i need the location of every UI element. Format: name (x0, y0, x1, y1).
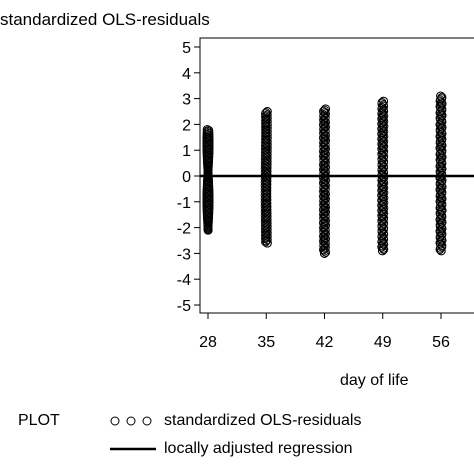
residual-point (318, 106, 328, 116)
residual-point (319, 163, 329, 173)
residual-point (318, 231, 328, 241)
residual-point (319, 128, 329, 138)
residual-point (320, 112, 330, 122)
residual-point (319, 168, 329, 178)
x-tick-label: 49 (374, 334, 392, 351)
residual-point (262, 113, 272, 123)
residual-point (261, 108, 271, 118)
residual-point (204, 125, 214, 135)
residual-point (437, 92, 447, 102)
residual-point (321, 202, 331, 212)
residual-point (319, 187, 328, 196)
residual-point (377, 103, 387, 112)
residual-point (320, 219, 329, 229)
residual-point (319, 155, 329, 165)
residual-point (262, 238, 272, 248)
residual-point (378, 194, 388, 204)
legend-title: PLOT (18, 412, 60, 429)
residual-point (321, 109, 330, 119)
line-marker-icon (110, 447, 156, 451)
residual-point (320, 206, 330, 216)
legend-item-regression: locally adjusted regression (108, 440, 353, 458)
y-tick-label: 0 (182, 169, 191, 186)
residual-point (377, 246, 387, 256)
residual-point (378, 125, 388, 135)
x-tick-label: 35 (257, 334, 275, 351)
residual-point (319, 115, 328, 125)
x-tick-label: 42 (316, 334, 334, 351)
y-tick-label: -4 (177, 272, 191, 289)
y-axis-title: standardized OLS-residuals (0, 10, 210, 29)
legend-label-residuals: standardized OLS-residuals (164, 412, 362, 429)
residual-point (262, 107, 272, 116)
residual-point (262, 110, 272, 120)
y-tick-label: 1 (182, 143, 191, 160)
y-tick-label: 3 (182, 92, 191, 109)
residual-point (319, 213, 329, 223)
x-tick-label: 56 (432, 334, 450, 351)
residual-point (319, 235, 329, 245)
residual-point (320, 193, 330, 203)
y-tick-label: -1 (177, 195, 191, 212)
residual-point (436, 91, 446, 101)
residual-point (378, 100, 388, 110)
y-tick-label: -5 (177, 298, 191, 315)
residual-point (378, 130, 388, 140)
residual-point (320, 242, 330, 252)
residual-point (435, 95, 445, 105)
residual-point (436, 246, 446, 256)
residual-point (319, 227, 329, 237)
y-tick-label: 2 (182, 117, 191, 134)
y-tick-label: -3 (177, 246, 191, 263)
residual-point (321, 131, 330, 141)
residual-point (203, 225, 213, 235)
residual-point (377, 97, 387, 107)
residual-point (318, 160, 328, 170)
residual-point (320, 134, 330, 144)
residual-point (320, 197, 330, 207)
residual-point (320, 105, 329, 115)
residual-point (319, 248, 329, 258)
residual-point (321, 104, 331, 114)
residual-point (319, 245, 328, 255)
y-tick-label: 4 (182, 66, 191, 83)
residual-point (321, 216, 330, 226)
legend-label-regression: locally adjusted regression (164, 440, 353, 457)
residual-point (319, 200, 329, 210)
residual-point (319, 177, 329, 187)
residual-point (321, 157, 330, 167)
residual-point (319, 173, 328, 183)
residual-point (320, 126, 330, 136)
residual-point (320, 121, 330, 131)
residual-point (321, 229, 330, 239)
residual-point (321, 144, 330, 154)
residual-point (319, 240, 329, 250)
y-tick-label: -2 (177, 221, 191, 238)
x-tick-label: 28 (199, 334, 217, 351)
y-tick-label: 5 (182, 40, 191, 57)
residual-point (378, 199, 388, 209)
x-axis-title: day of life (340, 372, 409, 389)
residual-point (319, 142, 329, 152)
residual-point (379, 96, 389, 106)
open-circle-marker-icon (110, 416, 152, 426)
residual-point (202, 125, 212, 135)
residual-point (320, 184, 330, 194)
legend-item-residuals: standardized OLS-residuals (108, 412, 361, 430)
